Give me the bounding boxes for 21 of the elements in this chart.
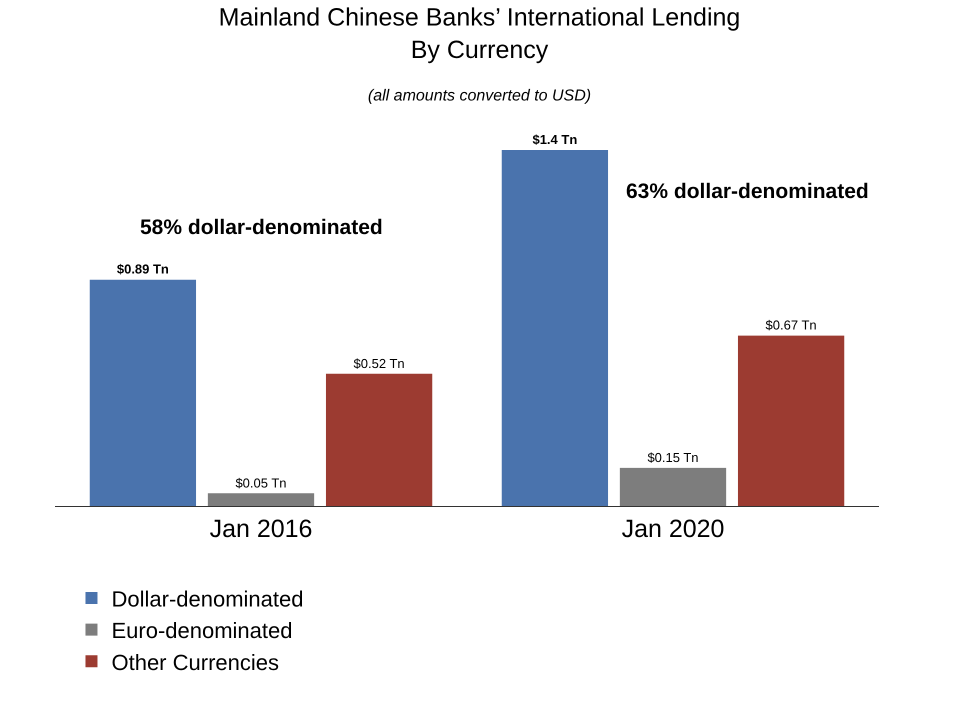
- bar: [738, 336, 844, 506]
- data-label: $0.05 Tn: [235, 475, 287, 490]
- chart-title: Mainland Chinese Banks’ International Lending By Currency: [218, 3, 740, 64]
- chart-subtitle: (all amounts converted to USD): [368, 88, 592, 105]
- data-label: $0.15 Tn: [647, 450, 699, 465]
- bar: [620, 468, 726, 506]
- bar: [502, 150, 608, 506]
- x-tick-label: Jan 2020: [622, 515, 724, 543]
- bar: [326, 374, 432, 506]
- bar: [208, 493, 314, 506]
- data-label: $0.52 Tn: [354, 356, 405, 371]
- data-label: $0.67 Tn: [766, 318, 817, 333]
- legend-label: Dollar-denominated: [111, 586, 304, 612]
- bar: [90, 280, 196, 506]
- legend-label: Other Currencies: [111, 650, 279, 675]
- data-label: $0.89 Tn: [116, 262, 169, 277]
- annotation: 58% dollar-denominated: [140, 216, 383, 239]
- data-label: $1.4 Tn: [532, 132, 578, 147]
- annotation: 63% dollar-denominated: [626, 180, 869, 203]
- legend-label: Euro-denominated: [111, 618, 292, 644]
- x-tick-label: Jan 2016: [210, 515, 312, 543]
